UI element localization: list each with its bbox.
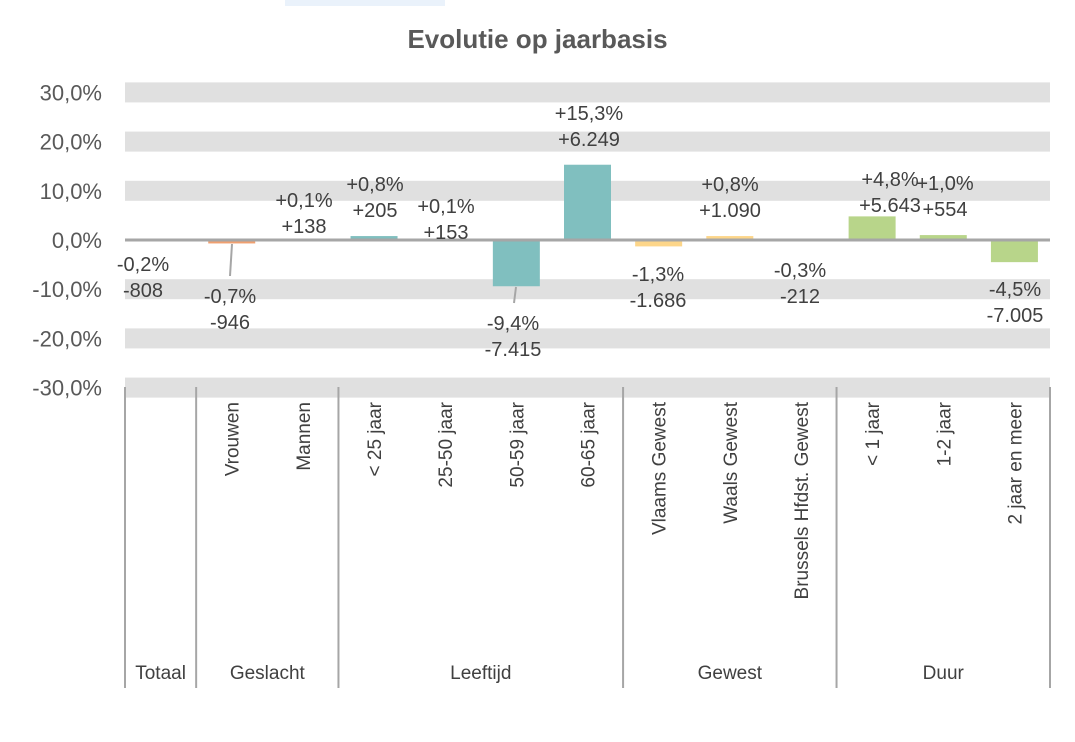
category-label: 2 jaar en meer [1005,401,1026,524]
bar [990,240,1038,263]
bar [208,240,256,244]
data-label-pct: +0,8% [346,174,403,196]
y-tick-label: 0,0% [52,228,102,253]
data-label-count: -808 [123,280,163,302]
leader-line [513,286,517,304]
leader-line [229,243,233,277]
data-label-pct: +0,1% [275,190,332,212]
category-label: 50-59 jaar [507,401,528,487]
category-label: Mannen [294,402,315,471]
y-tick-label: -10,0% [32,277,102,302]
grid-band [125,82,1050,103]
data-label-count: +205 [352,200,397,222]
bar [492,240,540,287]
category-label: 60-65 jaar [579,401,600,487]
data-label-pct: +0,8% [701,174,758,196]
bar [350,236,398,240]
bar [706,236,754,240]
data-label-pct: +1,0% [916,173,973,195]
grid-band [125,131,1050,152]
data-label-pct: -0,3% [774,260,826,282]
data-label-count: +554 [922,199,967,221]
y-tick-label: -20,0% [32,326,102,351]
data-label-count: -946 [210,312,250,334]
data-label-count: -1.686 [630,290,687,312]
data-label-count: +138 [281,216,326,238]
bar [564,164,611,240]
data-label-pct: +15,3% [555,103,624,125]
data-label-count: +5.643 [859,195,921,217]
data-label-count: +6.249 [558,129,620,151]
group-label: Totaal [135,663,186,684]
group-label: Geslacht [230,663,306,684]
grid-band [125,279,1050,300]
data-label-count: -7.005 [987,305,1044,327]
bar [919,235,967,240]
y-tick-label: 20,0% [40,130,102,155]
bar [848,216,896,240]
category-label: 1-2 jaar [934,401,955,466]
category-label: < 25 jaar [365,401,386,476]
data-label-count: +1.090 [699,200,761,222]
grid-band [125,328,1050,349]
top-strip [285,0,445,6]
data-label-count: +153 [423,222,468,244]
group-label: Duur [923,663,965,684]
data-label-pct: +0,1% [417,196,474,218]
data-label-pct: -0,2% [117,254,169,276]
category-label: 25-50 jaar [436,401,457,487]
y-tick-label: 30,0% [40,80,102,105]
data-label-pct: -4,5% [989,279,1041,301]
grid-band [125,377,1050,398]
group-label: Gewest [698,663,763,684]
category-label: < 1 jaar [863,401,884,466]
data-label-pct: -0,7% [204,286,256,308]
y-tick-label: -30,0% [32,376,102,401]
category-label: Vlaams Gewest [650,401,671,535]
category-label: Brussels Hfdst. Gewest [792,401,813,599]
chart-title: Evolutie op jaarbasis [407,24,668,54]
group-label: Leeftijd [450,663,511,684]
data-label-pct: -9,4% [487,313,539,335]
y-tick-label: 10,0% [40,179,102,204]
category-label: Vrouwen [223,402,244,476]
data-label-pct: -1,3% [632,264,684,286]
data-label-count: -212 [780,286,820,308]
data-label-pct: +4,8% [861,169,918,191]
data-label-count: -7.415 [485,339,542,361]
bar [635,240,683,247]
category-label: Waals Gewest [721,401,742,523]
